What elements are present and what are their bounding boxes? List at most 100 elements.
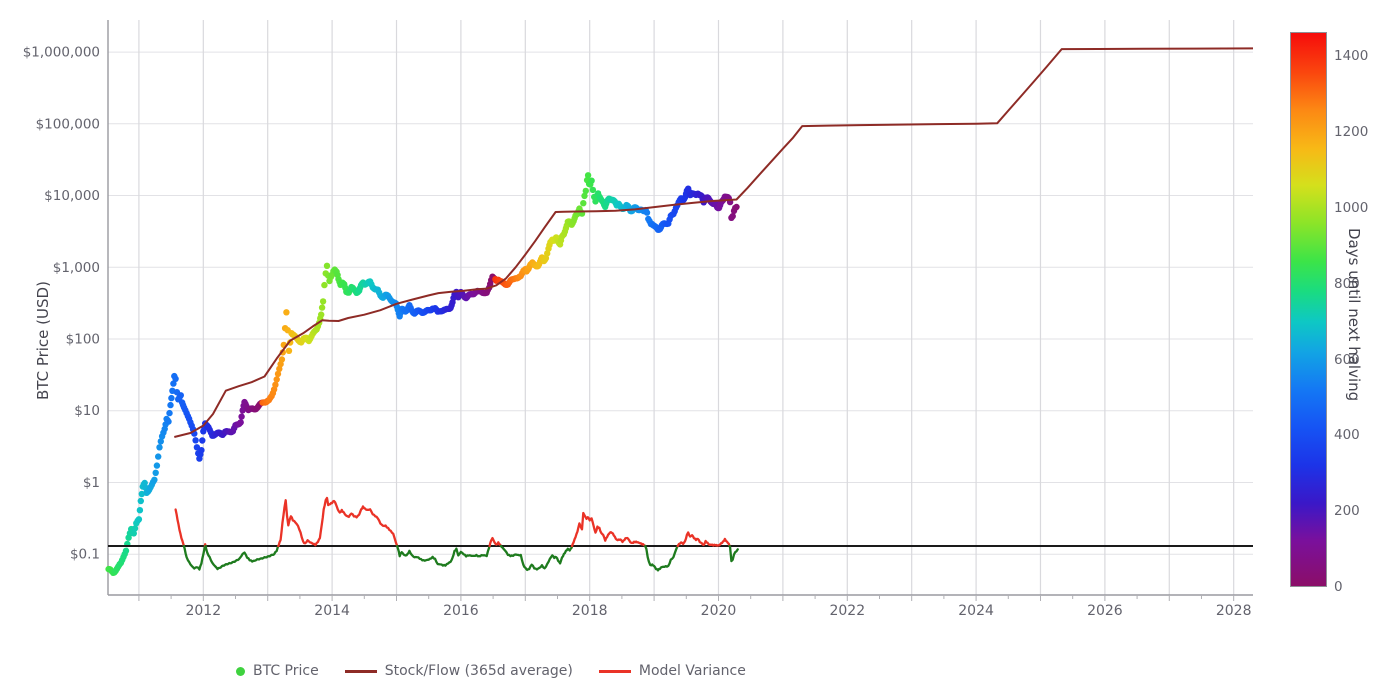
legend: BTC Price Stock/Flow (365d average) Mode… — [236, 663, 746, 679]
y-axis-title: BTC Price (USD) — [34, 281, 52, 400]
model-variance-line — [676, 531, 731, 548]
btc-price-dot — [588, 177, 595, 184]
btc-price-dot — [319, 298, 327, 305]
btc-price-dot — [168, 394, 175, 402]
btc-price-dot — [285, 347, 293, 354]
colorbar-tick-label: 1400 — [1334, 48, 1369, 65]
colorbar-tick-label: 1200 — [1334, 124, 1369, 141]
btc-price-dot — [153, 462, 161, 469]
btc-price-dot-swatch — [236, 666, 245, 676]
legend-label: BTC Price — [253, 663, 319, 679]
y-tick-label: $0.1 — [70, 547, 100, 563]
btc-price-dot — [580, 200, 587, 207]
btc-price-dot — [237, 419, 244, 426]
btc-price-dot — [276, 365, 283, 373]
btc-price-dot — [198, 447, 205, 454]
btc-price-dot — [582, 187, 589, 195]
btc-price-dot — [318, 304, 326, 311]
x-tick-label: 2020 — [701, 603, 737, 619]
y-tick-label: $1,000 — [53, 260, 100, 276]
btc-price-dot — [131, 525, 139, 532]
model-variance-line-swatch — [598, 669, 631, 673]
model-variance-line — [277, 496, 399, 548]
legend-item-model-variance[interactable]: Model Variance — [598, 663, 746, 679]
model-variance-line — [728, 544, 739, 563]
x-tick-label: 2028 — [1216, 603, 1252, 619]
y-tick-label: $1 — [83, 475, 100, 491]
btc-price-dot — [199, 437, 206, 444]
btc-price-dot — [192, 437, 199, 444]
btc-price-dot — [321, 281, 328, 289]
x-tick-label: 2022 — [829, 603, 865, 619]
btc-price-dot — [136, 507, 144, 514]
stock-flow-line-swatch — [344, 669, 377, 673]
x-tick-label: 2024 — [958, 603, 994, 619]
legend-item-btc-price[interactable]: BTC Price — [236, 663, 319, 679]
colorbar-tick-label: 400 — [1334, 427, 1360, 444]
x-tick-label: 2012 — [185, 603, 221, 619]
colorbar-tick-label: 200 — [1334, 503, 1360, 520]
btc-price-dot — [122, 547, 130, 554]
btc-price-dot — [238, 413, 245, 420]
model-variance-line — [204, 544, 280, 571]
btc-price-dot — [272, 381, 279, 388]
btc-price-dot — [274, 370, 282, 378]
btc-price-dot — [542, 255, 550, 262]
legend-label: Stock/Flow (365d average) — [384, 663, 573, 679]
btc-price-dot — [589, 186, 597, 194]
model-variance-line — [488, 536, 503, 548]
btc-price-dot — [130, 530, 137, 537]
btc-price-dot — [592, 198, 599, 205]
btc-price-dot — [155, 453, 162, 460]
btc-price-dot — [729, 213, 736, 220]
btc-price-dot — [581, 192, 588, 200]
y-tick-label: $10 — [74, 403, 100, 419]
btc-price-dot — [273, 376, 280, 383]
colorbar-title: Days until next halving — [1345, 228, 1363, 402]
colorbar-gradient — [1290, 32, 1327, 587]
btc-price-dot — [170, 380, 177, 387]
btc-price-dot — [156, 444, 163, 451]
y-tick-label: $100,000 — [36, 116, 100, 132]
colorbar-tick-label: 800 — [1334, 275, 1360, 292]
y-tick-label: $1,000,000 — [23, 45, 100, 61]
btc-price-dot — [167, 401, 174, 409]
x-tick-label: 2026 — [1087, 603, 1123, 619]
btc-price-dot — [733, 203, 740, 211]
model-variance-line — [396, 544, 491, 567]
colorbar-tick-label: 600 — [1334, 351, 1360, 368]
y-tick-label: $10,000 — [44, 188, 100, 204]
btc-price-dot — [141, 479, 148, 487]
legend-item-stock-flow[interactable]: Stock/Flow (365d average) — [344, 663, 573, 679]
x-tick-label: 2014 — [314, 603, 350, 619]
btc-price-dot — [135, 516, 143, 523]
stock-flow-line — [174, 47, 1254, 438]
x-tick-label: 2016 — [443, 603, 479, 619]
x-tick-label: 2018 — [572, 603, 608, 619]
colorbar-tick-label: 0 — [1334, 579, 1343, 595]
btc-price-dot — [151, 476, 158, 483]
btc-price-dot — [157, 438, 164, 445]
btc-price-dot — [138, 490, 145, 498]
colorbar-tick-label: 1000 — [1334, 199, 1369, 216]
y-tick-label: $100 — [66, 332, 100, 348]
btc-price-dot — [152, 469, 159, 476]
btc-price-dot — [177, 392, 184, 399]
legend-label: Model Variance — [638, 663, 746, 679]
btc-price-dot — [278, 356, 286, 363]
btc-price-dot — [165, 418, 172, 425]
model-variance-line — [570, 511, 647, 548]
model-variance-line — [174, 508, 186, 548]
btc-price-dot — [172, 375, 179, 382]
btc-price-dot — [318, 311, 325, 318]
btc-price-dot — [283, 309, 290, 316]
btc-price-dot — [643, 209, 651, 216]
model-variance-line — [182, 544, 207, 571]
btc-price-dot — [323, 262, 331, 269]
model-variance-line — [644, 544, 679, 572]
model-variance-line — [499, 544, 574, 572]
btc-price-dot — [584, 172, 592, 179]
btc-price-dot — [166, 409, 173, 417]
